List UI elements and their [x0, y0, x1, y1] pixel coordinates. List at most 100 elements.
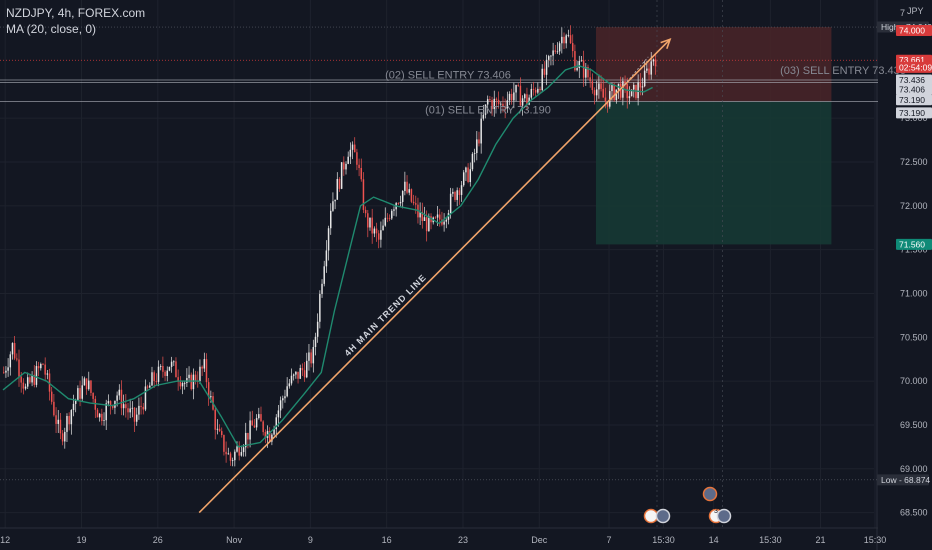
candle-body — [377, 233, 380, 240]
price-tag-bg — [896, 74, 932, 86]
candle-body — [628, 96, 631, 99]
candle-body — [323, 266, 325, 284]
event-markers[interactable]: 3 — [643, 486, 732, 524]
candle-body — [484, 104, 487, 115]
candle-body — [218, 428, 221, 432]
candle-body — [371, 217, 373, 234]
candle-body — [428, 216, 430, 232]
candle-body — [367, 213, 369, 228]
candle-body — [77, 388, 79, 400]
candle-body — [227, 453, 230, 455]
candle-body — [223, 435, 225, 452]
candle-body — [633, 84, 635, 90]
candle-body — [3, 372, 5, 374]
candle-body — [210, 396, 212, 398]
event-marker-news[interactable] — [716, 508, 732, 524]
candle-body — [441, 219, 443, 225]
candle-body — [205, 359, 208, 383]
candle-body — [375, 228, 378, 234]
candle-body — [24, 386, 27, 389]
candle-body — [181, 383, 184, 387]
candle-body — [151, 372, 153, 386]
candle-body — [519, 85, 522, 106]
candle-body — [264, 432, 267, 438]
candle-body — [347, 156, 349, 164]
candle-body — [35, 366, 38, 385]
candle-body — [244, 432, 247, 448]
candle-body — [393, 209, 395, 211]
candle-body — [406, 181, 408, 193]
time-tick-label: 16 — [382, 535, 392, 545]
candle-body — [48, 373, 51, 392]
candle-body — [364, 209, 367, 214]
low-pill: Low - 68.874 — [881, 475, 930, 485]
candle-body — [138, 405, 140, 415]
candle-body — [619, 83, 622, 98]
candle-body — [458, 190, 461, 195]
candle-body — [408, 189, 410, 193]
candle-body — [9, 354, 12, 368]
candle-body — [434, 217, 437, 219]
price-tag: 73.190 — [899, 95, 925, 105]
candle-body — [316, 321, 319, 337]
candle-body — [236, 446, 238, 452]
candle-body — [129, 408, 131, 413]
symbol-title[interactable]: NZDJPY, 4h, FOREX.com — [6, 6, 146, 20]
candle-body — [380, 230, 382, 240]
candle-body — [105, 403, 107, 421]
candle-body — [155, 381, 158, 382]
price-tick-label: 72.000 — [900, 201, 928, 211]
indicator-legend[interactable]: MA (20, close, 0) — [6, 22, 97, 36]
candle-body — [44, 364, 46, 375]
candle-body — [338, 179, 341, 189]
candle-body — [79, 388, 81, 399]
event-marker-news[interactable] — [702, 486, 718, 502]
price-axis[interactable]: 68.500 69.000 69.500 70.000 70.500 71.000 71.5… — [877, 8, 932, 518]
time-axis[interactable]: 12 19 26 Nov 9 16 23 Dec 7 15:30 14 15:30 21 15:30 — [0, 535, 886, 545]
candle-body — [486, 99, 489, 105]
event-marker-flag[interactable] — [643, 508, 659, 524]
candle-body — [55, 415, 57, 424]
candle-body — [611, 85, 613, 92]
candle-body — [90, 380, 92, 393]
candle-body — [334, 199, 336, 202]
candle-body — [310, 352, 312, 364]
candle-body — [571, 43, 574, 52]
time-tick-label: 15:30 — [652, 535, 675, 545]
candle-body — [552, 50, 554, 56]
candle-body — [646, 68, 648, 71]
candle-body — [140, 405, 142, 407]
candle-body — [524, 94, 526, 99]
time-tick-label: 26 — [153, 535, 163, 545]
price-tag-bg — [896, 238, 932, 250]
candle-body — [149, 385, 151, 388]
candle-body — [81, 385, 83, 399]
candle-body — [194, 374, 197, 382]
candle-body — [595, 89, 598, 96]
candle-body — [563, 36, 565, 44]
candle-body — [40, 363, 42, 369]
candle-body — [478, 139, 480, 144]
time-tick-label: 23 — [458, 535, 468, 545]
candle-body — [545, 59, 548, 75]
candle-body — [306, 360, 308, 378]
candle-body — [146, 386, 149, 388]
candle-body — [558, 43, 561, 52]
candle-body — [175, 361, 177, 378]
event-marker-news[interactable] — [655, 508, 671, 524]
candle-body — [643, 70, 646, 87]
candle-body — [351, 144, 354, 150]
candle-body — [231, 460, 234, 462]
price-tick-label: 70.000 — [900, 376, 928, 386]
candle-body — [273, 429, 275, 435]
candle-body — [26, 377, 29, 387]
candle-body — [61, 433, 64, 442]
candle-body — [349, 149, 352, 157]
candle-body — [199, 366, 201, 382]
candle-body — [469, 169, 472, 183]
candle-body — [109, 401, 112, 406]
candle-body — [539, 88, 541, 91]
candle-body — [467, 167, 469, 183]
candle-body — [247, 432, 249, 440]
